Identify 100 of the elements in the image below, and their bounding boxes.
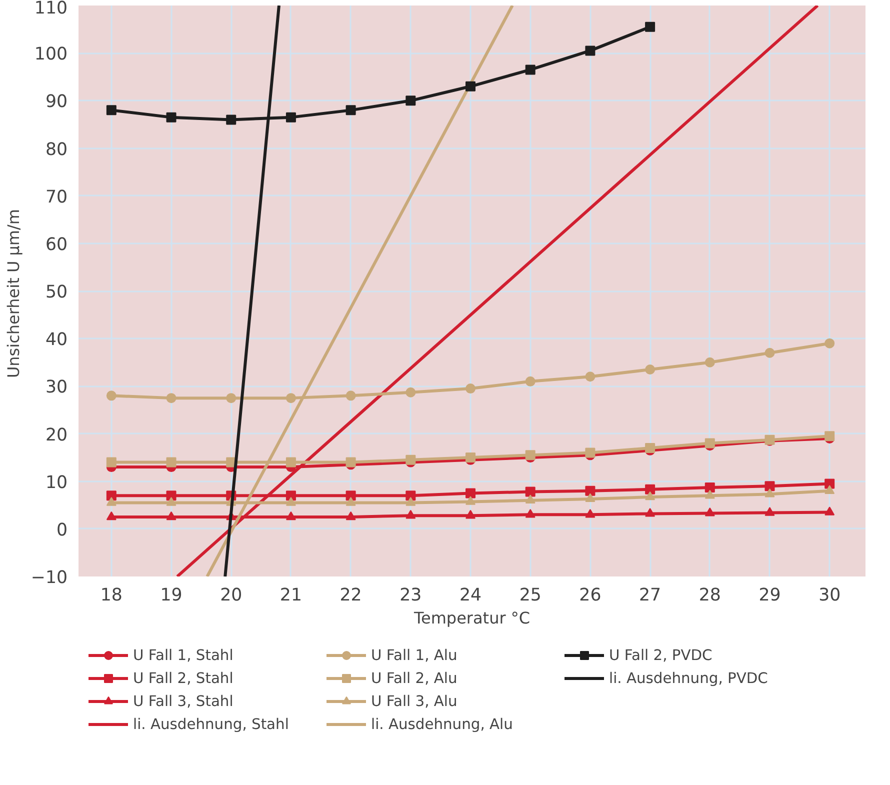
point [764,488,775,498]
point [704,438,715,448]
point [585,508,596,518]
x-tick-label: 21 [280,586,302,606]
point [406,96,416,106]
x-tick-label: 18 [100,586,122,606]
point [704,508,715,516]
y-tick-label: 90 [45,92,68,112]
x-axis-title: Temperatur °C [412,608,530,628]
point [346,105,356,116]
point [166,457,176,468]
point [824,478,835,489]
point [346,511,356,520]
x-tick-label: 22 [340,586,362,606]
point [166,112,176,122]
x-tick-label: 19 [160,586,182,606]
legend-label: li. Ausdehnung, PVDC [609,670,769,686]
point [466,81,476,92]
point [226,114,236,125]
x-tick-label: 25 [519,586,542,606]
point [645,508,656,517]
point [406,510,416,519]
legend-label: U Fall 3, Stahl [133,692,234,710]
x-tick-label: 27 [639,586,662,606]
point [525,494,536,504]
point [466,510,476,519]
point [824,338,835,348]
y-axis-title: Unsicherheit U µm/m [4,209,23,378]
point [585,372,596,382]
point [585,46,596,56]
point [106,457,116,468]
point [704,482,715,493]
point [406,454,416,465]
point [764,481,775,492]
y-tick-label: 70 [45,187,68,208]
point [466,384,476,394]
point [466,488,476,498]
point [286,490,296,501]
point [166,511,176,520]
point [764,507,775,516]
x-tick-label: 23 [400,586,422,606]
x-tick-label: 26 [579,586,602,606]
point [166,490,176,501]
y-tick-label: 50 [45,282,68,302]
legend-label: U Fall 2, PVDC [609,646,714,664]
point [406,387,416,398]
point [286,511,296,520]
point [406,490,416,501]
point [645,364,656,375]
point [525,486,536,497]
point [286,457,296,468]
point [466,496,476,505]
point [525,376,536,386]
point [824,506,835,516]
point [645,22,656,32]
point [704,357,715,368]
legend-label: U Fall 3, Alu [371,692,458,710]
y-tick-label: 30 [45,378,68,398]
point [106,105,116,116]
y-tick-label: 0 [56,520,68,540]
y-tick-label: 20 [45,425,68,446]
point [406,497,416,506]
y-tick-label: 100 [34,44,68,65]
point [764,348,775,358]
legend-label: li. Ausdehnung, Alu [371,716,514,732]
x-tick-label: 30 [818,586,841,606]
y-tick-label: 80 [45,140,68,160]
y-tick-label: 110 [34,0,68,18]
legend-label: U Fall 2, Stahl [133,670,234,686]
y-tick-label: 60 [45,234,68,255]
y-tick-label: −10 [30,568,68,588]
y-tick-label: 40 [45,330,68,350]
point [106,497,116,506]
x-tick-label: 24 [459,586,482,606]
point [525,508,536,518]
point [824,485,835,494]
point [346,497,356,506]
y-tick-label: 10 [45,472,68,493]
point [286,393,296,404]
legend-label: U Fall 1, Alu [371,646,458,664]
x-tick-label: 29 [758,586,781,606]
legend-label: U Fall 2, Alu [371,670,458,686]
point [106,511,116,520]
x-tick-label: 28 [698,586,721,606]
point [106,390,116,401]
point [824,431,835,442]
point [585,493,596,502]
point [166,393,176,404]
point [704,490,715,499]
point [346,490,356,501]
point [106,490,116,501]
point [525,64,536,75]
x-tick-label: 20 [220,586,242,606]
point [525,450,536,460]
point [226,393,236,404]
point [585,448,596,458]
point [286,497,296,506]
point [346,390,356,401]
point [645,491,656,500]
point [645,484,656,494]
